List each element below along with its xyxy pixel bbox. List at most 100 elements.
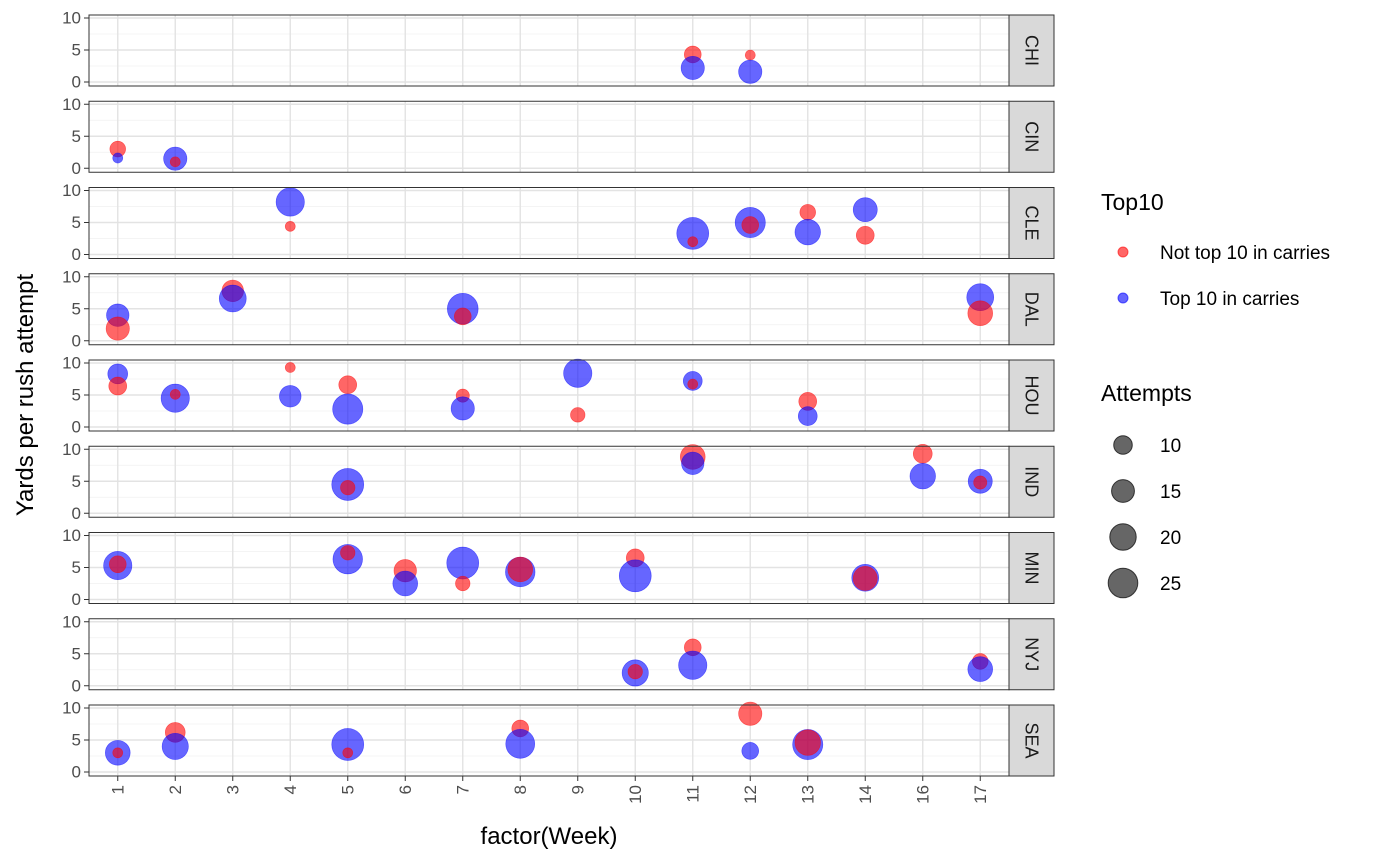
x-axis-title: factor(Week) [481,823,618,850]
x-tick-label-wk16: 16 [913,785,932,804]
point-chi-wk12-top10 [738,59,763,84]
x-tick-label-wk4: 4 [281,785,300,794]
strip-nyj [1008,618,1055,691]
point-min-wk5-not-top10 [340,545,356,561]
x-tick-label-wk12: 12 [741,785,760,804]
point-cle-wk11-not-top10 [687,236,699,248]
size-legend-key-20 [1109,523,1137,551]
point-sea-wk5-top10 [331,728,365,761]
size-legend-label-25: 25 [1160,574,1181,595]
strip-label-cin: CIN [1022,121,1042,152]
strip-label-nyj: NYJ [1022,637,1042,671]
color-legend-key-not-top10 [1117,246,1129,258]
y-tick-label-sea: 0 [72,763,81,782]
point-cle-wk11-top10 [676,217,710,250]
y-tick-label-chi: 0 [72,73,81,92]
x-tick-label-wk11: 11 [683,785,702,803]
y-axis-title: Yards per rush attempt [12,274,39,517]
x-tick-label-wk2: 2 [166,785,185,794]
point-min-wk6-top10 [392,570,418,597]
point-min-wk10-top10 [618,559,652,593]
y-tick-label-min: 0 [72,590,81,609]
strip-hou [1008,359,1055,432]
point-cin-wk1-top10 [112,152,124,164]
y-tick-label-chi: 10 [62,9,81,28]
y-tick-label-ind: 0 [72,504,81,523]
strip-label-hou: HOU [1022,376,1042,416]
point-dal-wk3-top10 [218,284,247,313]
size-legend-label-15: 15 [1160,482,1181,503]
point-sea-wk13-not-top10 [794,729,821,756]
x-tick-label-wk6: 6 [396,785,415,794]
point-ind-wk16-top10 [909,463,936,490]
y-tick-label-ind: 10 [62,440,81,459]
size-legend-key-10 [1113,435,1133,455]
point-hou-wk5-not-top10 [338,375,358,395]
point-hou-wk7-top10 [450,396,475,421]
y-tick-label-sea: 10 [62,699,81,718]
point-min-wk1-not-top10 [109,555,127,574]
y-tick-label-cle: 0 [72,245,81,264]
point-cle-wk4-top10 [275,187,305,217]
point-sea-wk2-top10 [161,732,189,760]
x-tick-label-wk17: 17 [971,785,990,804]
point-cin-wk2-not-top10 [169,156,181,168]
y-tick-label-cle: 5 [72,213,81,232]
point-ind-wk16-not-top10 [912,443,933,464]
strip-label-sea: SEA [1022,722,1042,758]
point-sea-wk8-top10 [505,729,536,759]
y-tick-label-cle: 10 [62,181,81,200]
point-sea-wk5-not-top10 [342,747,354,759]
strip-label-ind: IND [1022,466,1042,497]
y-tick-label-hou: 5 [72,386,81,405]
point-sea-wk12-not-top10 [738,701,763,726]
y-tick-label-min: 5 [72,558,81,577]
color-legend-label-not-top10: Not top 10 in carries [1160,243,1330,264]
strip-chi [1008,14,1055,87]
point-nyj-wk10-not-top10 [627,664,643,680]
point-min-wk7-top10 [446,546,480,580]
point-cle-wk13-top10 [794,219,821,246]
point-chi-wk11-top10 [680,55,705,80]
x-tick-label-wk8: 8 [511,785,530,794]
point-ind-wk5-not-top10 [340,480,356,496]
point-nyj-wk17-top10 [967,656,993,682]
y-tick-label-sea: 5 [72,731,81,750]
strip-cle [1008,187,1055,259]
point-nyj-wk11-top10 [678,650,708,680]
y-tick-label-cin: 5 [72,127,81,146]
point-dal-wk1-not-top10 [105,316,130,341]
point-ind-wk11-top10 [681,451,705,475]
color-legend-key-top10 [1117,292,1129,304]
strip-label-dal: DAL [1022,292,1042,327]
y-tick-label-dal: 5 [72,299,81,318]
point-hou-wk11-not-top10 [687,378,699,390]
y-tick-label-nyj: 5 [72,644,81,663]
point-hou-wk13-top10 [797,406,818,426]
point-hou-wk4-top10 [279,385,302,408]
point-hou-wk4-not-top10 [284,362,296,373]
point-min-wk8-not-top10 [507,556,533,583]
strip-label-chi: CHI [1022,35,1042,66]
strip-ind [1008,445,1055,518]
y-tick-label-hou: 10 [62,354,81,373]
point-hou-wk1-not-top10 [108,376,128,396]
point-hou-wk9-not-top10 [570,407,586,423]
point-min-wk7-not-top10 [455,575,471,592]
point-cle-wk12-not-top10 [741,216,759,234]
y-tick-label-nyj: 0 [72,676,81,695]
point-hou-wk9-top10 [563,358,593,388]
y-tick-label-dal: 0 [72,331,81,350]
strip-cin [1008,100,1055,173]
x-tick-label-wk7: 7 [453,785,472,794]
color-legend-label-top10: Top 10 in carries [1160,289,1299,310]
strip-sea [1008,704,1055,777]
size-legend-label-20: 20 [1160,528,1181,549]
y-tick-label-hou: 0 [72,418,81,437]
strip-label-min: MIN [1022,552,1042,585]
point-ind-wk17-not-top10 [973,475,988,490]
x-tick-label-wk9: 9 [568,785,587,794]
y-tick-label-nyj: 10 [62,612,81,631]
